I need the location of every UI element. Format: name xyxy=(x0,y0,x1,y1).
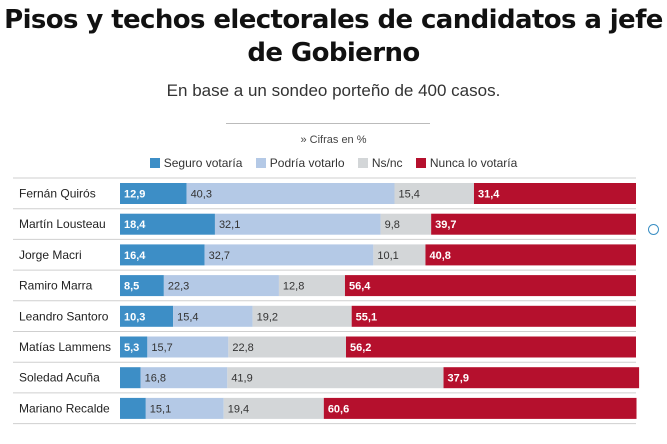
bar-segment-nsnc xyxy=(380,213,432,235)
data-label-nsnc: 19,2 xyxy=(257,311,278,323)
bar-segment-nsnc xyxy=(278,275,345,297)
circle-icon[interactable] xyxy=(648,224,659,235)
bar-segment-nunca xyxy=(351,305,636,327)
divider xyxy=(226,123,430,124)
legend-swatch-nunca xyxy=(415,158,426,168)
legend-label-nsnc: Ns/nc xyxy=(371,156,403,170)
data-label-podria: 40,3 xyxy=(191,189,212,201)
data-label-nsnc: 15,4 xyxy=(399,189,420,201)
data-label-nsnc: 9,8 xyxy=(385,219,400,231)
legend: Seguro votaría Podría votarlo Ns/nc Nunc… xyxy=(0,156,667,170)
bar-segment-nsnc xyxy=(394,183,474,204)
category-label: Leandro Santoro xyxy=(19,309,109,323)
data-label-podria: 15,4 xyxy=(177,311,198,323)
bar-segment-seguro xyxy=(120,336,148,358)
data-label-nsnc: 19,4 xyxy=(228,403,249,415)
data-label-podria: 32,1 xyxy=(219,219,240,231)
bar-segment-seguro xyxy=(120,244,205,266)
data-label-seguro: 12,9 xyxy=(124,189,145,201)
units-note: » Cifras en % xyxy=(300,134,367,146)
bar-segment-seguro xyxy=(120,397,146,419)
data-label-nunca: 31,4 xyxy=(478,189,500,201)
data-label-seguro: 10,3 xyxy=(124,311,145,323)
bar-segment-podria xyxy=(147,336,229,358)
bar-segment-seguro xyxy=(120,367,141,389)
category-label: Soledad Acuña xyxy=(19,371,100,385)
category-label: Matías Lammens xyxy=(19,340,111,354)
bar-segment-nunca xyxy=(323,397,637,419)
bar-segment-nsnc xyxy=(373,244,426,266)
category-label: Ramiro Marra xyxy=(19,279,93,293)
data-label-podria: 15,7 xyxy=(151,342,172,354)
data-label-podria: 15,1 xyxy=(150,403,171,415)
bar-segment-nunca xyxy=(473,183,636,204)
data-label-podria: 22,3 xyxy=(168,281,189,293)
data-label-nsnc: 22,8 xyxy=(232,342,253,354)
bar-segment-nsnc xyxy=(227,367,444,389)
bar-segment-seguro xyxy=(120,213,215,235)
data-label-nunca: 37,9 xyxy=(448,373,469,385)
bar-segment-podria xyxy=(140,367,228,389)
legend-item-nsnc: Ns/nc xyxy=(357,156,403,170)
legend-item-seguro: Seguro votaría xyxy=(149,156,243,170)
category-label: Martín Lousteau xyxy=(19,217,106,231)
data-label-nunca: 40,8 xyxy=(429,250,450,262)
chart-title: Pisos y techos electorales de candidatos… xyxy=(4,5,663,68)
bar-segment-podria xyxy=(173,305,253,327)
bar-segment-seguro xyxy=(120,183,187,204)
bar-segment-nsnc xyxy=(228,336,347,358)
bar-segment-podria xyxy=(145,397,224,419)
category-label: Jorge Macri xyxy=(19,248,82,262)
data-label-nsnc: 10,1 xyxy=(377,250,398,262)
data-label-nsnc: 41,9 xyxy=(231,373,252,385)
legend-label-nunca: Nunca lo votaría xyxy=(429,156,518,170)
data-label-seguro: 8,5 xyxy=(124,281,139,293)
bar-segment-seguro xyxy=(120,275,164,297)
data-label-seguro: 18,4 xyxy=(124,219,146,231)
bar-segment-nunca xyxy=(431,213,636,235)
legend-item-podria: Podría votarlo xyxy=(255,156,345,170)
data-label-podria: 32,7 xyxy=(209,250,230,262)
bar-segment-nunca xyxy=(344,275,636,297)
bar-segment-podria xyxy=(204,244,374,266)
data-label-nsnc: 12,8 xyxy=(283,281,304,293)
data-label-seguro: 16,4 xyxy=(124,250,146,262)
data-label-nunca: 55,1 xyxy=(356,311,377,323)
bar-segment-seguro xyxy=(120,305,174,327)
chart-subtitle: En base a un sondeo porteño de 400 casos… xyxy=(166,81,501,100)
data-label-podria: 16,8 xyxy=(145,373,166,385)
legend-label-seguro: Seguro votaría xyxy=(163,156,243,170)
bar-segment-nsnc xyxy=(223,397,324,419)
data-label-nunca: 56,2 xyxy=(350,342,371,354)
bar-segment-nsnc xyxy=(252,305,352,327)
data-label-nunca: 60,6 xyxy=(328,403,349,415)
legend-item-nunca: Nunca lo votaría xyxy=(415,156,518,170)
bar-segment-podria xyxy=(186,183,395,204)
legend-swatch-nsnc xyxy=(357,158,368,168)
bar-segment-nunca xyxy=(346,336,636,358)
legend-swatch-podria xyxy=(255,158,266,168)
bar-segment-podria xyxy=(214,213,381,235)
data-label-nunca: 56,4 xyxy=(349,281,371,293)
category-label: Mariano Recalde xyxy=(19,401,110,415)
bar-segment-podria xyxy=(163,275,279,297)
bar-segment-nunca xyxy=(443,367,640,389)
legend-swatch-seguro xyxy=(149,158,160,168)
bar-segment-nunca xyxy=(425,244,636,266)
category-label: Fernán Quirós xyxy=(19,187,96,201)
data-label-seguro: 5,3 xyxy=(124,342,139,354)
legend-label-podria: Podría votarlo xyxy=(269,156,345,170)
data-label-nunca: 39,7 xyxy=(435,219,456,231)
